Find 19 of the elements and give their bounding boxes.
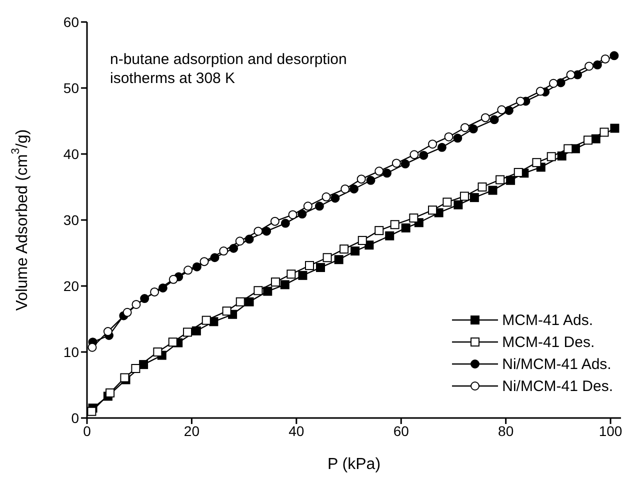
x-tick-label: 0 <box>83 422 92 439</box>
y-tick-label: 0 <box>71 410 80 426</box>
legend-label: MCM-41 Ads. <box>502 312 593 328</box>
y-tick-label: 20 <box>63 278 80 294</box>
x-axis-title: P (kPa) <box>327 456 381 473</box>
legend-label: Ni/MCM-41 Des. <box>502 378 613 394</box>
y-tick-label: 40 <box>63 146 80 162</box>
x-tick-label: 40 <box>288 422 304 439</box>
legend-label: Ni/MCM-41 Ads. <box>502 356 612 372</box>
x-tick-label: 100 <box>598 422 622 439</box>
x-tick-label: 80 <box>498 422 514 439</box>
annotation: n-butane adsorption and desorption isotherms at 308 K <box>110 50 348 88</box>
y-tick-label: 60 <box>63 14 80 30</box>
x-tick-label: 60 <box>393 422 410 439</box>
y-tick-label: 50 <box>63 80 80 96</box>
x-tick-label: 20 <box>184 422 200 439</box>
legend-label: MCM-41 Des. <box>502 334 595 350</box>
y-tick-label: 10 <box>63 344 80 360</box>
y-tick-label: 30 <box>63 212 80 228</box>
